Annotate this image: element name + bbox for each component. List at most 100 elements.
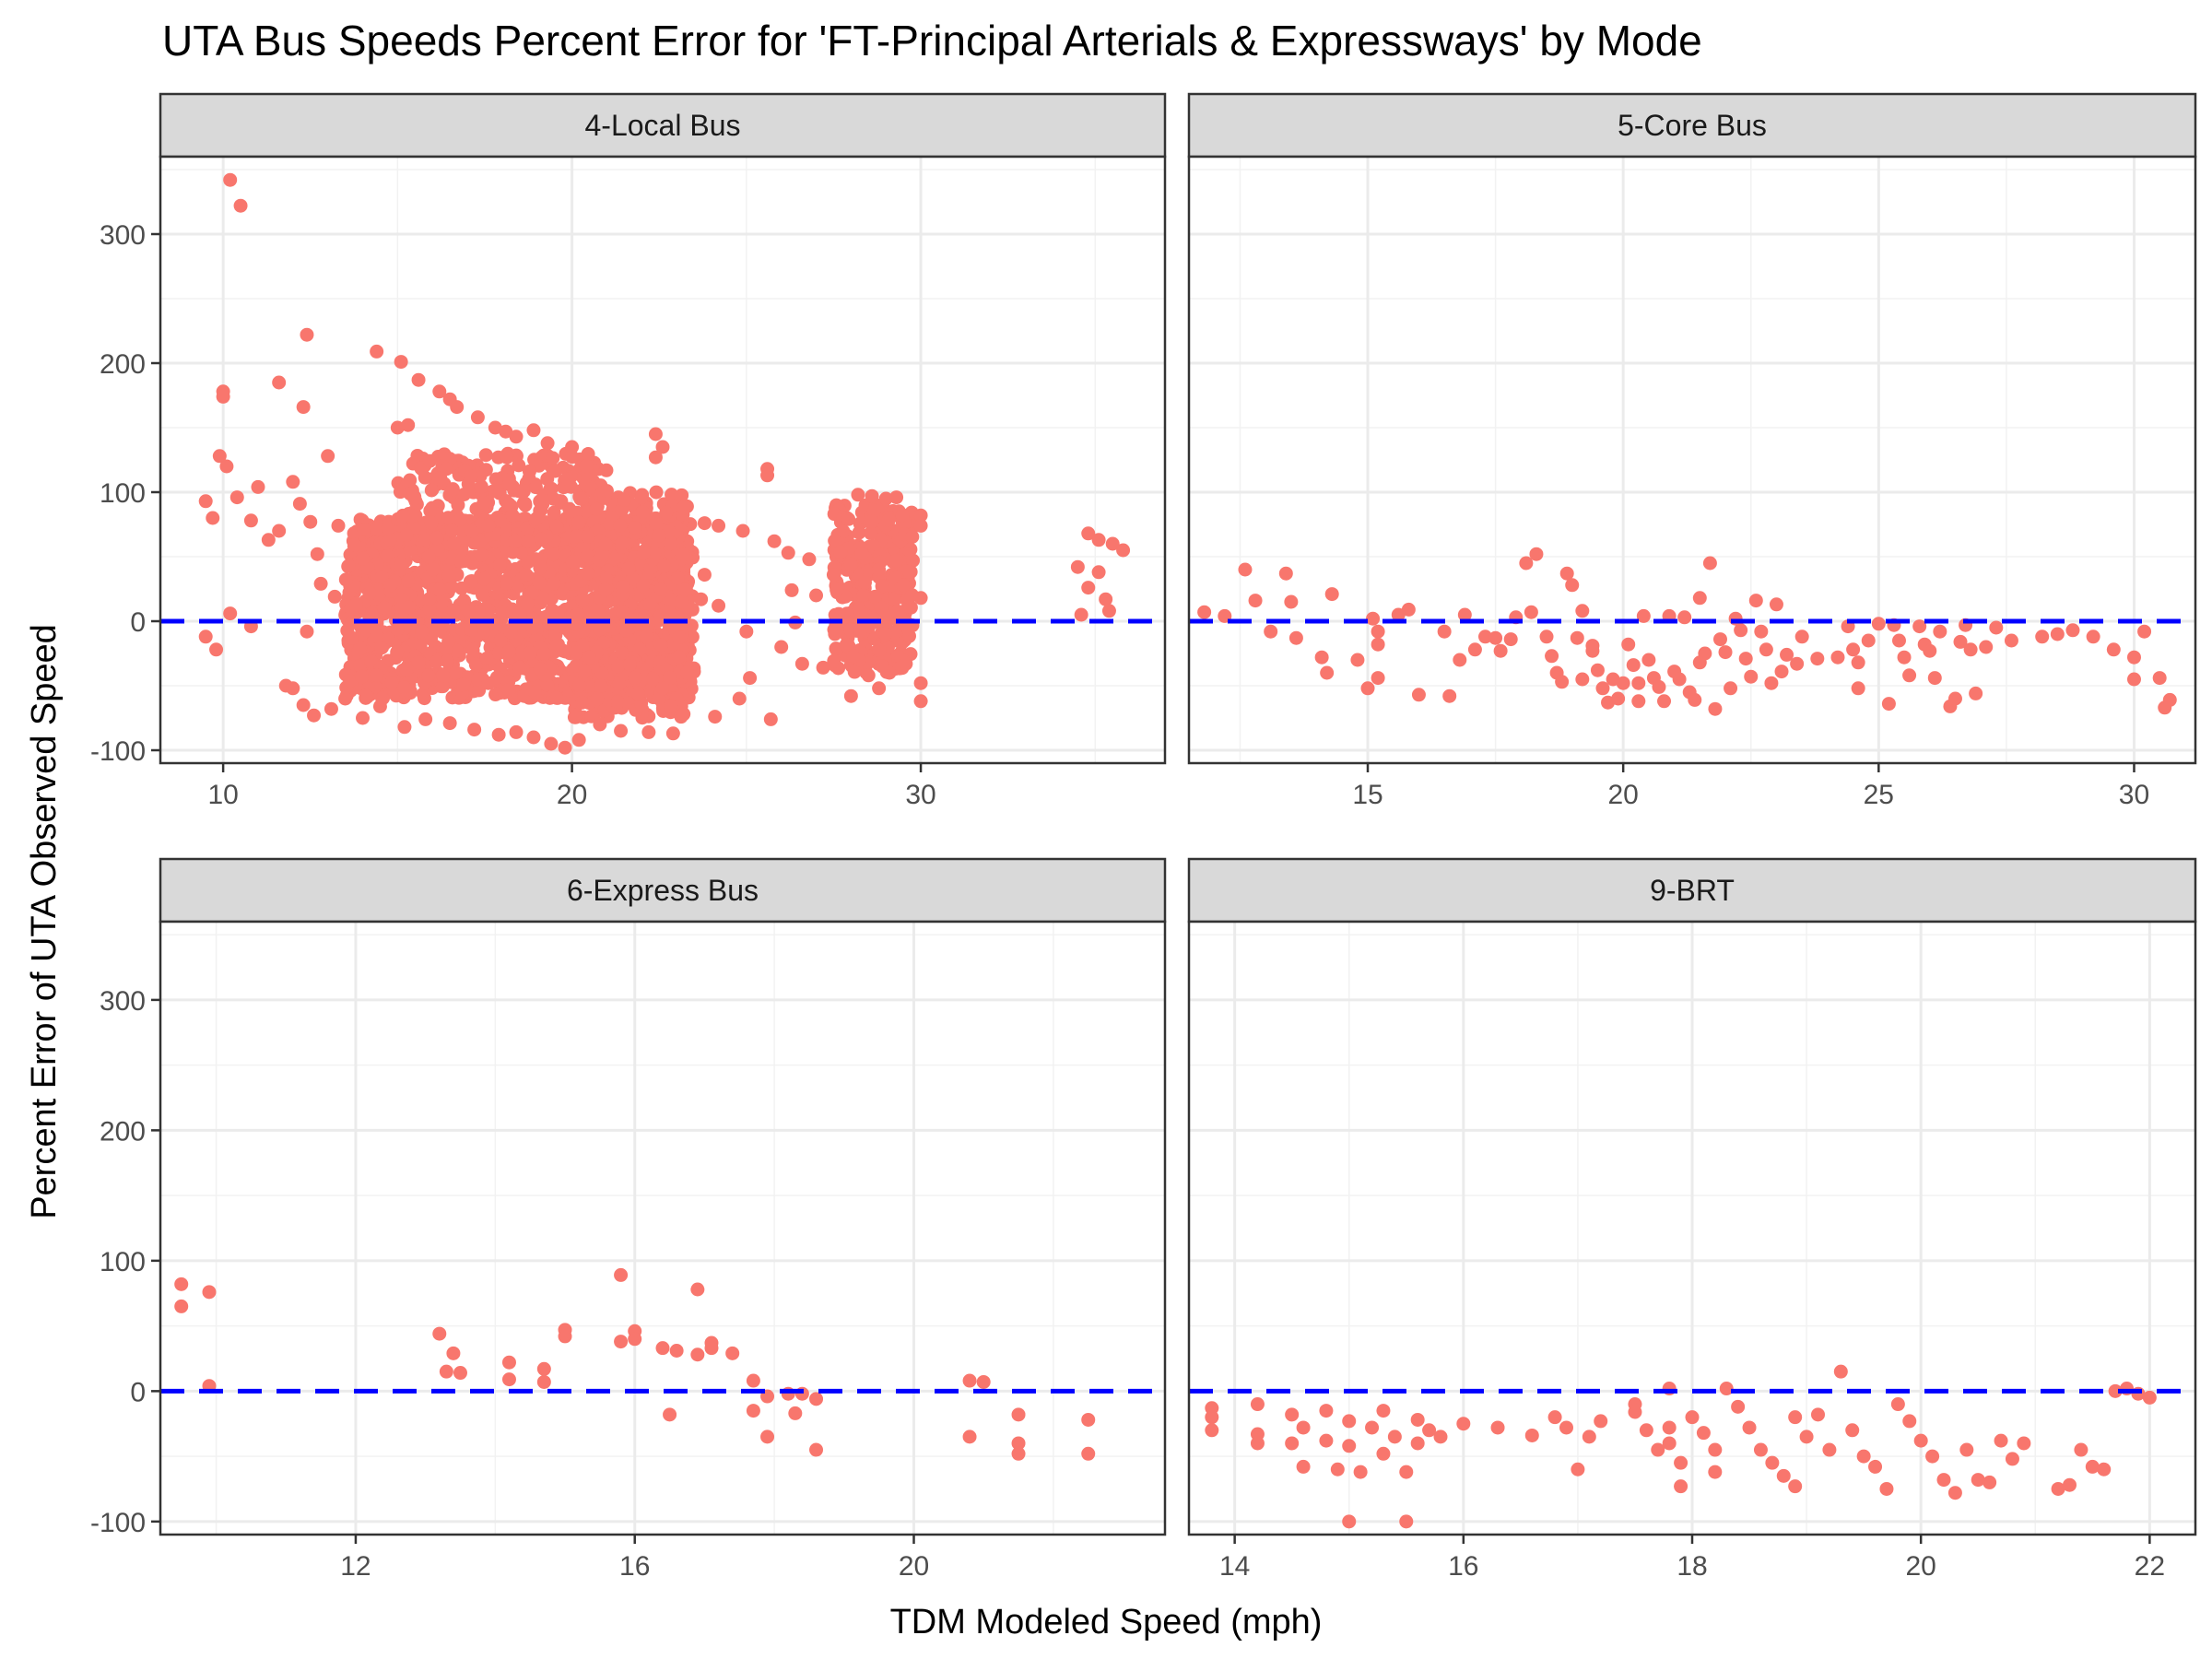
data-point (1433, 1430, 1448, 1444)
data-point (272, 375, 287, 390)
data-point (628, 671, 642, 686)
data-point (1672, 672, 1687, 687)
data-point (712, 598, 726, 613)
data-point (1923, 643, 1937, 658)
data-point (1011, 1446, 1026, 1461)
y-tick-label: 200 (100, 1116, 146, 1147)
data-point (2162, 692, 2177, 707)
facet-label: 9-BRT (1650, 874, 1735, 907)
data-point (534, 532, 548, 547)
data-point (887, 593, 901, 607)
data-point (581, 447, 595, 462)
data-point (436, 668, 451, 683)
data-point (1845, 1423, 1860, 1438)
data-point (2050, 627, 2065, 641)
data-point (570, 529, 584, 544)
data-point (858, 575, 873, 590)
data-point (712, 518, 726, 533)
data-point (878, 491, 893, 506)
data-point (1582, 1430, 1596, 1444)
data-point (830, 622, 844, 637)
data-point (653, 638, 668, 653)
data-point (1091, 533, 1106, 547)
data-point (432, 582, 447, 596)
data-point (827, 653, 841, 668)
data-point (1830, 650, 1845, 665)
data-point (1851, 681, 1865, 696)
data-point (1636, 608, 1651, 623)
data-point (616, 580, 630, 594)
data-point (655, 681, 670, 696)
data-point (574, 695, 589, 710)
data-point (1780, 647, 1794, 662)
data-point (512, 660, 527, 675)
data-point (2126, 650, 2141, 665)
facet-panel: 4-Local Bus 10 20 30 -100 0 100 200 300 (90, 92, 1167, 810)
data-point (377, 600, 392, 615)
data-point (1913, 1433, 1928, 1448)
data-point (1674, 1455, 1688, 1470)
data-point (593, 622, 607, 637)
data-point (572, 678, 587, 693)
data-point (529, 512, 544, 526)
x-tick-label: 18 (1677, 1551, 1707, 1582)
data-point (1868, 1459, 1883, 1474)
data-point (399, 528, 414, 543)
data-point (655, 1341, 670, 1356)
data-point (1790, 656, 1805, 671)
data-point (448, 665, 463, 680)
data-point (345, 615, 359, 629)
data-point (536, 646, 551, 661)
data-point (690, 1347, 705, 1362)
data-point (1685, 1410, 1700, 1425)
data-point (2137, 624, 2152, 639)
data-point (1963, 642, 1978, 657)
y-axis-title: Percent Error of UTA Observed Speed (25, 624, 64, 1219)
data-point (611, 659, 626, 674)
data-point (394, 558, 408, 572)
data-point (1559, 566, 1574, 581)
data-point (1891, 633, 1906, 648)
data-point (1250, 1436, 1265, 1451)
data-point (432, 384, 447, 399)
x-tick-label: 20 (899, 1551, 929, 1582)
data-point (2106, 642, 2121, 657)
data-point (545, 603, 559, 618)
data-point (303, 514, 318, 529)
data-point (672, 630, 687, 645)
data-point (1285, 1407, 1300, 1422)
facet-strip (1187, 92, 2197, 159)
data-point (440, 653, 454, 668)
data-point (501, 644, 516, 659)
data-point (356, 711, 371, 725)
data-point (1734, 623, 1748, 638)
facet-label: 4-Local Bus (585, 109, 741, 142)
data-point (355, 669, 370, 684)
data-point (464, 469, 478, 484)
data-point (347, 537, 362, 552)
x-tick-label: 20 (1607, 780, 1638, 810)
data-point (1070, 559, 1085, 574)
data-point (1575, 604, 1590, 618)
data-point (854, 547, 869, 561)
data-point (621, 561, 636, 576)
data-point (2017, 1436, 2031, 1451)
data-point (381, 521, 395, 535)
data-point (403, 542, 418, 557)
data-point (229, 490, 244, 505)
data-point (1764, 676, 1779, 690)
data-point (422, 592, 437, 606)
data-point (1264, 624, 1278, 639)
data-point (875, 579, 889, 594)
data-point (1565, 578, 1580, 593)
data-point (1846, 642, 1861, 657)
data-point (1983, 1475, 1997, 1489)
data-point (321, 449, 335, 464)
data-point (1754, 624, 1769, 639)
data-point (395, 508, 410, 523)
x-tick-label: 15 (1352, 780, 1382, 810)
data-point (1410, 1412, 1425, 1427)
data-point (675, 488, 689, 502)
data-point (652, 528, 666, 543)
data-point (1524, 605, 1538, 619)
